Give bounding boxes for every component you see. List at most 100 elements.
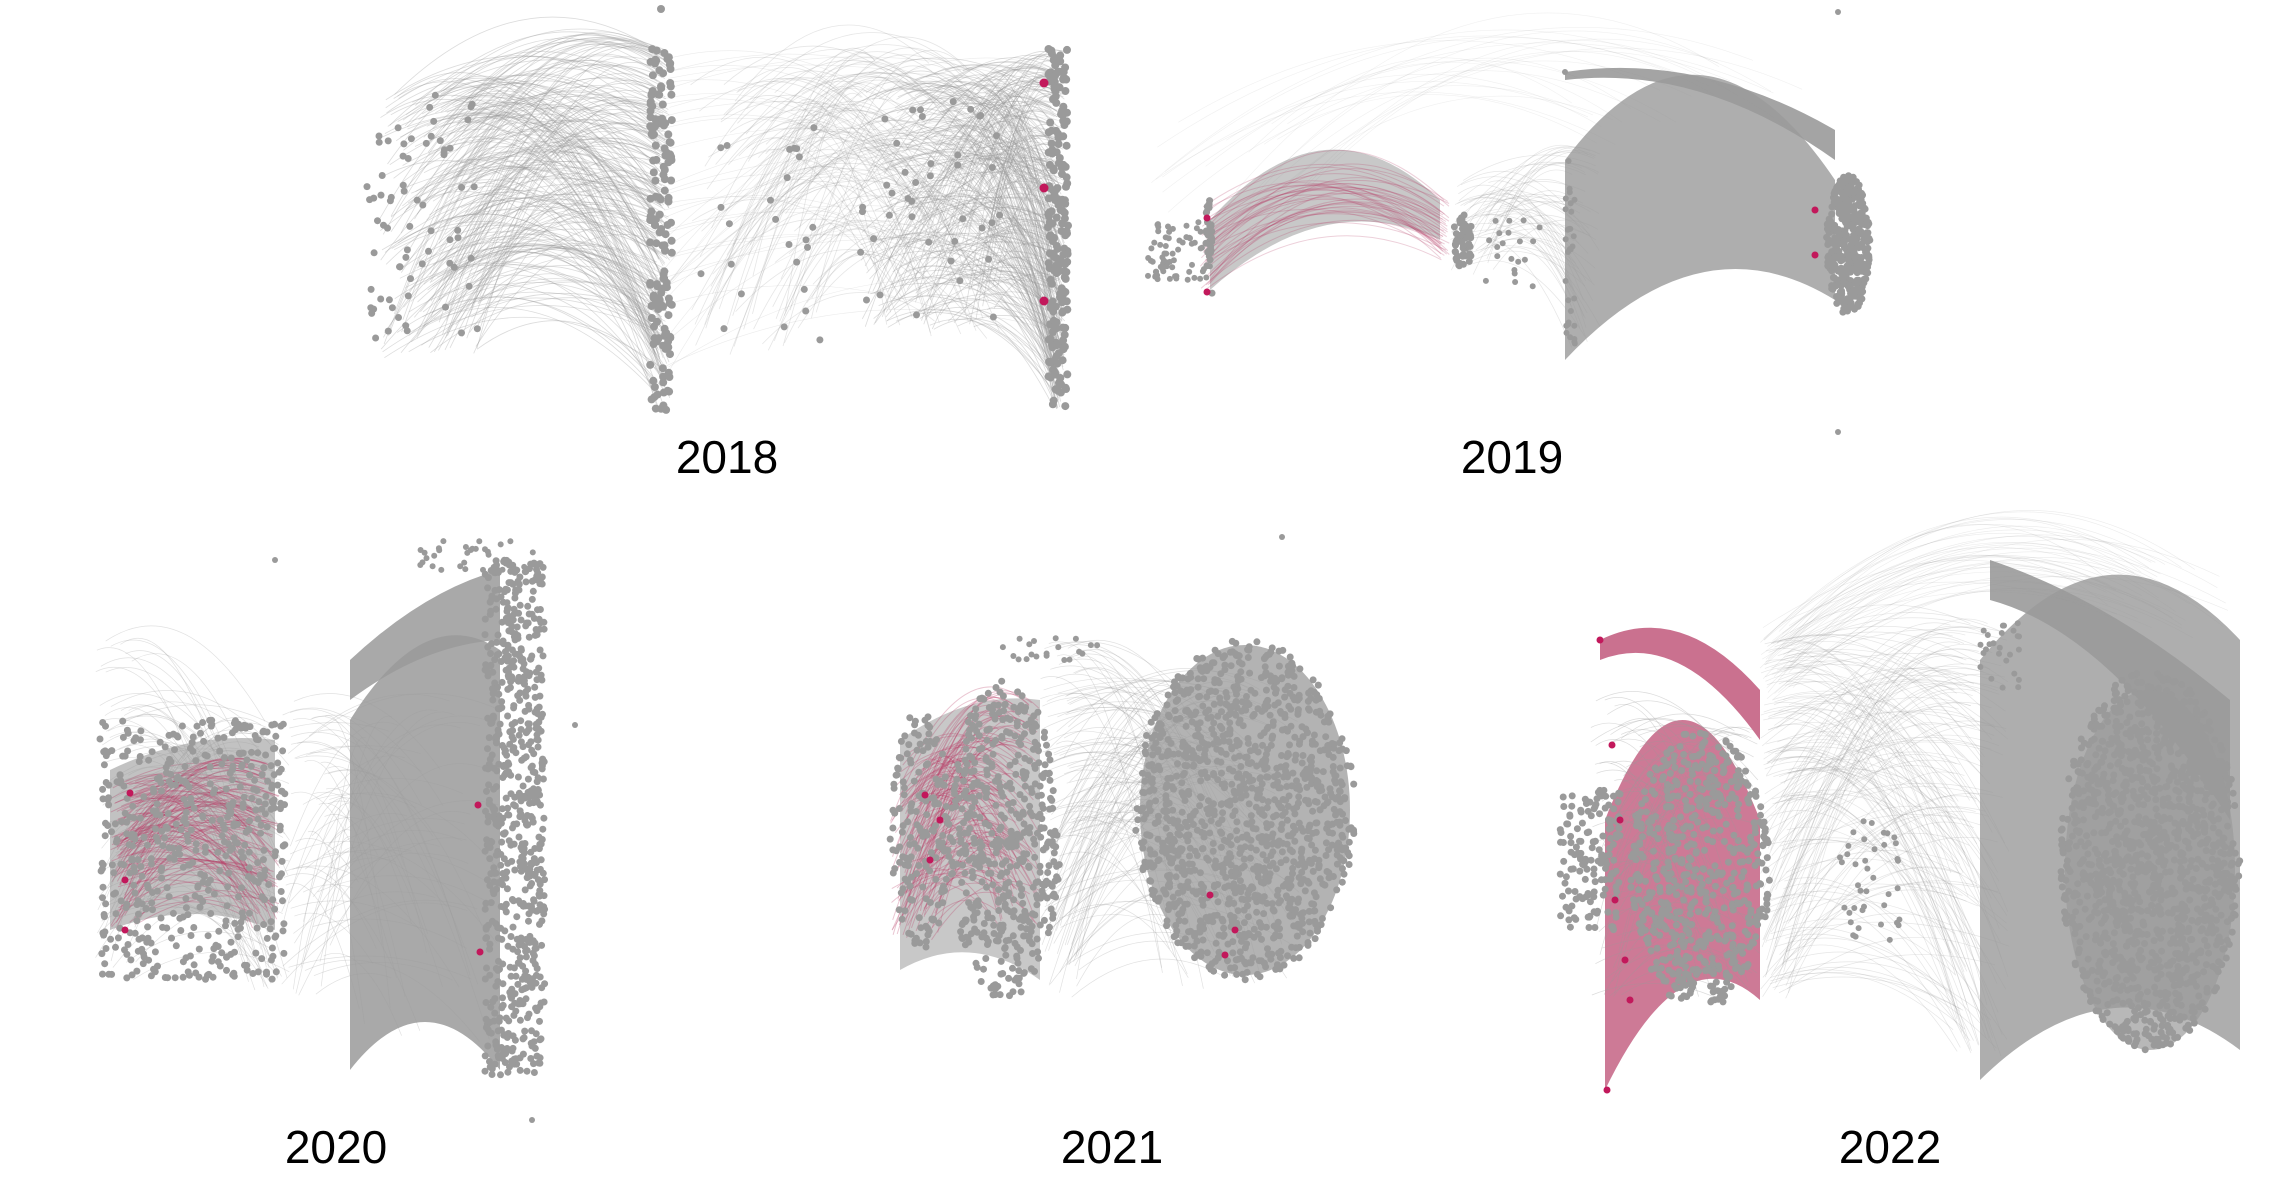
- edge: [416, 77, 663, 215]
- edge: [968, 75, 1056, 230]
- edge: [402, 148, 659, 207]
- edge: [383, 137, 657, 338]
- edge: [971, 267, 1060, 280]
- edge: [694, 181, 865, 325]
- edge: [384, 305, 668, 359]
- edge: [418, 94, 661, 220]
- edge: [920, 124, 1052, 174]
- edge: [928, 94, 1057, 123]
- edge: [896, 85, 1061, 193]
- edge: [974, 65, 1051, 118]
- edge: [722, 168, 938, 270]
- edge: [417, 228, 664, 303]
- edge: [409, 307, 659, 396]
- edge: [922, 51, 1061, 275]
- edge: [864, 140, 1060, 267]
- edge: [885, 149, 1056, 195]
- edge: [710, 139, 921, 287]
- edge: [932, 232, 1055, 366]
- edge: [989, 235, 1051, 343]
- edge: [449, 251, 659, 349]
- edge: [774, 60, 982, 162]
- edge: [430, 251, 660, 327]
- edge: [382, 41, 657, 235]
- edge: [975, 96, 1051, 320]
- edge: [890, 232, 1059, 409]
- edge: [874, 235, 1055, 324]
- edge: [478, 99, 668, 332]
- edge: [747, 185, 898, 256]
- edge: [465, 96, 660, 267]
- edge: [440, 104, 669, 153]
- edge: [400, 135, 662, 273]
- edge: [953, 140, 1055, 368]
- edge: [464, 160, 670, 200]
- edge: [811, 223, 901, 326]
- edge: [918, 207, 1059, 249]
- edge: [400, 166, 668, 219]
- edge: [432, 233, 666, 293]
- edge: [438, 145, 663, 251]
- edge: [404, 28, 666, 127]
- edge: [380, 247, 658, 350]
- edge: [966, 308, 1058, 339]
- edge: [751, 136, 913, 318]
- edge: [806, 234, 972, 303]
- edge: [433, 280, 665, 320]
- edge: [439, 116, 665, 228]
- edge: [969, 158, 1051, 325]
- edge: [422, 274, 664, 381]
- edge: [457, 150, 661, 191]
- edge: [753, 224, 894, 330]
- edge: [861, 171, 1062, 233]
- edge: [765, 128, 863, 197]
- edge: [414, 55, 663, 220]
- edge: [399, 130, 669, 185]
- edge: [393, 138, 670, 261]
- edge: [380, 94, 671, 340]
- edge: [966, 96, 1057, 268]
- edge: [411, 167, 662, 205]
- edge: [940, 103, 1058, 168]
- edge: [477, 212, 663, 263]
- edge: [904, 219, 1052, 250]
- edge: [471, 46, 657, 164]
- edge: [423, 159, 668, 378]
- edge: [458, 225, 656, 353]
- edge: [907, 198, 1060, 268]
- edge: [462, 105, 667, 197]
- edge: [476, 114, 665, 307]
- edge: [775, 177, 916, 319]
- edge: [929, 85, 1061, 392]
- edge: [742, 71, 916, 242]
- edge: [997, 94, 1057, 199]
- edge: [455, 210, 661, 326]
- edge: [468, 141, 656, 196]
- edge: [396, 296, 660, 394]
- edge: [387, 37, 663, 165]
- edge: [726, 85, 995, 256]
- edge: [733, 147, 910, 347]
- edge: [473, 156, 669, 304]
- edge: [393, 81, 667, 385]
- edge: [454, 90, 660, 260]
- edge: [948, 88, 1060, 167]
- edge: [453, 94, 668, 182]
- edge: [406, 40, 667, 128]
- edge: [887, 147, 1056, 293]
- edge: [946, 196, 1055, 372]
- edge: [434, 158, 663, 341]
- edge: [408, 203, 662, 292]
- edge: [912, 250, 1051, 319]
- edge: [408, 284, 667, 393]
- edge: [804, 104, 981, 234]
- edge: [464, 243, 657, 280]
- edge: [911, 152, 1064, 178]
- edge: [884, 88, 1057, 323]
- edge: [459, 146, 661, 360]
- edge: [440, 75, 664, 380]
- edge: [974, 91, 1059, 343]
- edge: [777, 131, 999, 216]
- edge: [423, 105, 660, 202]
- edge: [412, 86, 664, 267]
